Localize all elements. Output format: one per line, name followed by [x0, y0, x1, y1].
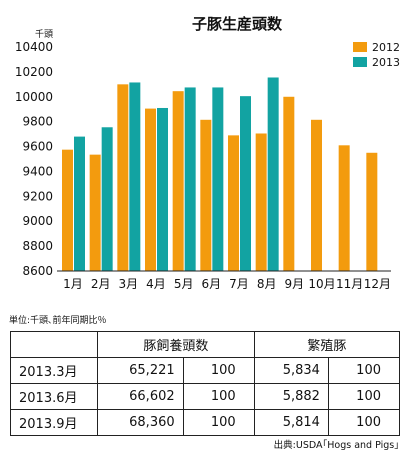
y-axis-tick-labels: 8600 8800 9000 9200 9400 9600 9800 10000 10200 10…: [15, 40, 53, 278]
bar-2012-12: [366, 152, 378, 271]
row-breeding-ratio: 100: [327, 409, 401, 436]
bar-2012-1: [62, 149, 73, 271]
table-header-pigs: 豚飼養頭数: [97, 331, 255, 358]
bar-2013-5: [184, 87, 196, 271]
x-tick-label: 6月: [202, 277, 222, 291]
bar-2013-6: [212, 87, 224, 271]
x-tick-label: 1月: [63, 277, 83, 291]
row-breeding: 5,882: [253, 383, 329, 410]
source-note: 出典:USDA｢Hogs and Pigs｣: [273, 440, 399, 451]
bar-2012-9: [283, 96, 295, 272]
chart-title: 子豚生産頭数: [192, 15, 283, 33]
y-tick-label: 8600: [22, 264, 53, 278]
x-tick-label: 7月: [229, 277, 249, 291]
pig-production-chart: 子豚生産頭数 千頭 8600 8800 9000 9200 9400 9600 9800 10…: [15, 15, 400, 291]
x-tick-label: 12月: [364, 277, 391, 291]
x-tick-label: 2月: [91, 277, 111, 291]
table-unit-note: 単位:千頭､前年同期比％: [9, 316, 107, 326]
y-tick-label: 9400: [22, 164, 53, 178]
row-breeding: 5,834: [253, 357, 329, 384]
row-period: 2013.6月: [10, 383, 98, 410]
bar-2012-3: [117, 84, 129, 271]
x-tick-label: 5月: [174, 277, 194, 291]
row-period: 2013.3月: [10, 357, 98, 384]
bar-2013-3: [129, 82, 141, 271]
table-header-breeding: 繁殖豚: [253, 331, 401, 358]
legend-swatch-2012: [353, 42, 367, 52]
bar-2013-1: [74, 136, 85, 271]
bar-2013-8: [267, 77, 279, 271]
y-tick-label: 9200: [22, 189, 53, 203]
bar-2012-7: [228, 135, 239, 271]
legend-swatch-2013: [353, 57, 367, 67]
y-tick-label: 9800: [22, 115, 53, 129]
row-pigs: 68,360: [97, 409, 184, 436]
row-period: 2013.9月: [10, 409, 98, 436]
bar-2012-4: [145, 108, 156, 271]
row-pigs-ratio: 100: [182, 383, 255, 410]
row-breeding-ratio: 100: [327, 383, 401, 410]
table-row: 2013.6月 66,602 100 5,882 100: [10, 383, 401, 410]
row-pigs-ratio: 100: [182, 409, 255, 436]
bar-2012-2: [89, 154, 101, 271]
bar-2012-6: [200, 119, 212, 271]
row-breeding: 5,814: [253, 409, 329, 436]
x-tick-label: 9月: [285, 277, 305, 291]
x-tick-label: 4月: [146, 277, 166, 291]
row-pigs: 65,221: [97, 357, 184, 384]
bar-2013-7: [240, 96, 251, 272]
bars: [62, 77, 378, 272]
x-tick-label: 11月: [336, 277, 363, 291]
table-row: 2013.3月 65,221 100 5,834 100: [10, 357, 401, 384]
row-breeding-ratio: 100: [327, 357, 401, 384]
y-tick-label: 9600: [22, 140, 53, 154]
legend-label-2012: 2012: [372, 41, 400, 54]
bar-2012-8: [255, 133, 267, 271]
x-tick-label: 8月: [257, 277, 277, 291]
y-tick-label: 10200: [15, 65, 53, 79]
statistics-table: 豚飼養頭数 繁殖豚 2013.3月 65,221 100 5,834 100 2…: [10, 331, 401, 436]
legend-label-2013: 2013: [372, 56, 400, 69]
bar-2012-10: [311, 119, 322, 271]
x-tick-label: 10月: [308, 277, 335, 291]
y-axis-unit: 千頭: [35, 29, 53, 40]
bar-2013-2: [101, 127, 113, 272]
table-header-row: 豚飼養頭数 繁殖豚: [10, 331, 401, 358]
legend: 2012 2013: [353, 41, 400, 69]
row-pigs: 66,602: [97, 383, 184, 410]
x-axis-tick-labels: 1月 2月 3月 4月 5月 6月 7月 8月 9月 10月 11月 12月: [63, 277, 391, 291]
y-tick-label: 10400: [15, 40, 53, 54]
y-tick-label: 8800: [22, 239, 53, 253]
bar-2012-5: [172, 91, 184, 271]
y-tick-label: 10000: [15, 90, 53, 104]
table-header-blank: [10, 331, 98, 358]
row-pigs-ratio: 100: [182, 357, 255, 384]
x-tick-label: 3月: [119, 277, 139, 291]
bar-2012-11: [338, 145, 350, 271]
bar-2013-4: [157, 107, 168, 271]
y-tick-label: 9000: [22, 214, 53, 228]
table-row: 2013.9月 68,360 100 5,814 100: [10, 409, 401, 436]
